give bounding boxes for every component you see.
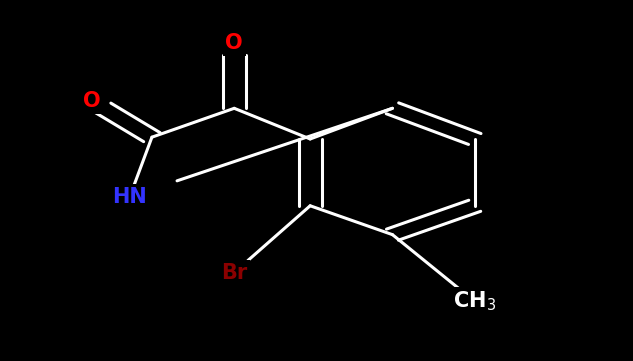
- Text: HN: HN: [113, 187, 147, 207]
- Text: CH$_3$: CH$_3$: [453, 290, 496, 313]
- Text: O: O: [83, 91, 101, 111]
- Text: O: O: [225, 33, 243, 53]
- Text: Br: Br: [221, 262, 248, 283]
